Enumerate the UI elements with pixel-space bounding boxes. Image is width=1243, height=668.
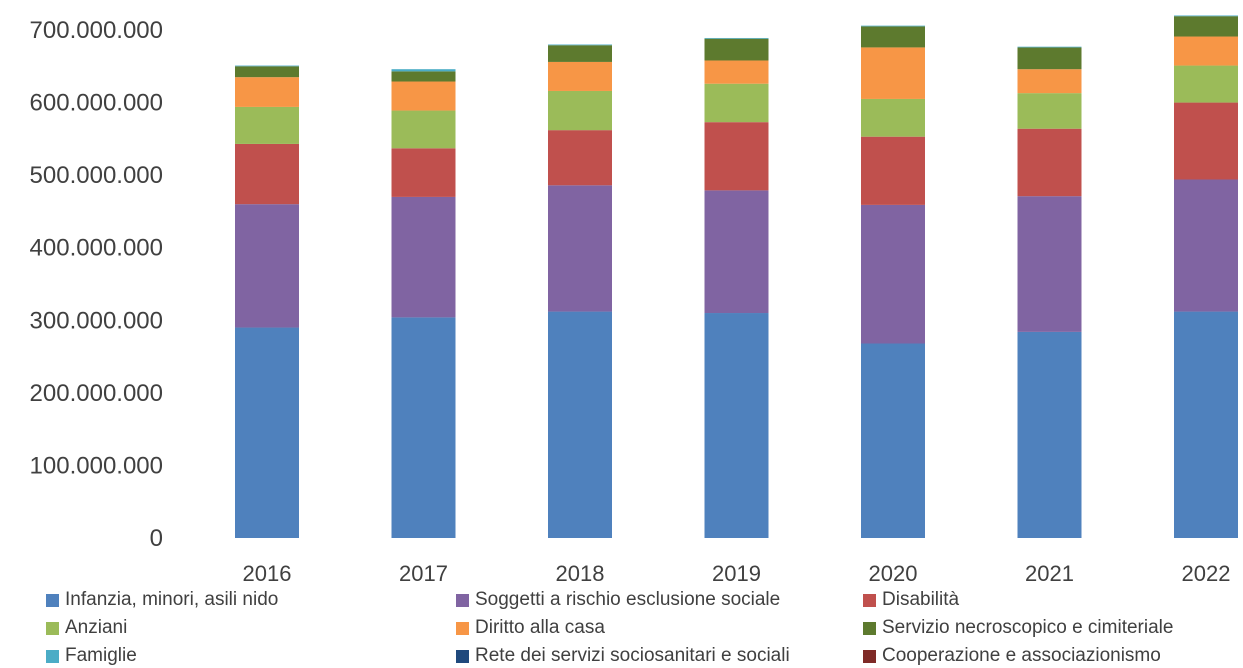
legend-label: Disabilità	[882, 589, 960, 610]
y-tick-label: 500.000.000	[30, 162, 163, 189]
y-axis: 0 100.000.000 200.000.000 300.000.000 400.00…	[30, 17, 163, 552]
bar-segment	[235, 327, 299, 538]
x-axis: 2016 2017 2018 2019 2020 2021 2022	[243, 561, 1231, 586]
bar-segment	[1174, 36, 1238, 66]
y-tick-label: 400.000.000	[30, 235, 163, 262]
bars	[235, 15, 1238, 538]
legend-item: Disabilità	[863, 588, 959, 612]
bar-segment	[704, 83, 769, 123]
bar-segment	[704, 313, 769, 538]
bar-segment	[548, 90, 612, 131]
legend-item: Anziani	[46, 616, 127, 640]
bar-segment	[235, 143, 299, 205]
legend-item: Famiglie	[46, 644, 137, 668]
legend-label: Famiglie	[65, 645, 137, 666]
bar-segment	[1017, 196, 1082, 332]
legend-swatch	[863, 593, 876, 607]
bar-segment	[861, 98, 925, 137]
bar-segment	[1017, 331, 1082, 538]
legend-label: Soggetti a rischio esclusione sociale	[475, 589, 781, 610]
bar-segment	[704, 190, 769, 314]
bar-segment	[391, 110, 456, 149]
bar-segment	[861, 343, 925, 538]
legend-label: Anziani	[65, 617, 128, 638]
x-tick-label: 2019	[712, 561, 761, 586]
bar-segment	[861, 25, 925, 27]
x-tick-label: 2021	[1025, 561, 1074, 586]
legend-label: Infanzia, minori, asili nido	[65, 589, 279, 610]
y-tick-label: 0	[150, 525, 163, 552]
bar-segment	[1174, 65, 1238, 103]
bar-segment	[1017, 128, 1082, 197]
bar-segment	[548, 185, 612, 312]
bar-segment	[1174, 16, 1238, 37]
bar-segment	[1174, 15, 1238, 17]
bar-segment	[235, 106, 299, 144]
legend-label: Servizio necroscopico e cimiteriale	[882, 617, 1174, 638]
bar-segment	[861, 136, 925, 205]
bar-segment	[391, 81, 456, 111]
legend-swatch	[46, 593, 59, 607]
bar-segment	[391, 71, 456, 82]
bar-segment	[548, 45, 612, 62]
legend-swatch	[456, 593, 469, 607]
legend-item: Servizio necroscopico e cimiteriale	[863, 616, 1173, 640]
y-tick-label: 100.000.000	[30, 452, 163, 479]
x-tick-label: 2016	[243, 561, 292, 586]
bar-segment	[704, 37, 769, 39]
x-tick-label: 2022	[1182, 561, 1231, 586]
bar-segment	[235, 65, 299, 67]
bar-segment	[391, 196, 456, 318]
bar-segment	[1017, 69, 1082, 94]
bar-segment	[391, 148, 456, 197]
legend-item: Infanzia, minori, asili nido	[46, 588, 278, 612]
y-tick-label: 200.000.000	[30, 380, 163, 407]
bar-segment	[548, 44, 612, 46]
bar-segment	[704, 122, 769, 191]
bar-segment	[235, 204, 299, 328]
bar-segment	[1017, 47, 1082, 70]
bar-segment	[861, 47, 925, 99]
legend-item: Diritto alla casa	[456, 616, 605, 640]
y-tick-label: 300.000.000	[30, 307, 163, 334]
legend-item: Cooperazione e associazionismo	[863, 644, 1161, 668]
legend-swatch	[46, 649, 59, 663]
legend-item: Rete dei servizi sociosanitari e sociali	[456, 644, 790, 668]
bar-segment	[1174, 179, 1238, 312]
bar-segment	[704, 60, 769, 84]
legend-label: Diritto alla casa	[475, 617, 605, 638]
y-tick-label: 700.000.000	[30, 17, 163, 44]
legend-swatch	[456, 621, 469, 635]
legend-swatch	[46, 621, 59, 635]
bar-segment	[1174, 311, 1238, 538]
bar-segment	[548, 311, 612, 538]
bar-segment	[235, 77, 299, 107]
legend-label: Cooperazione e associazionismo	[882, 645, 1161, 666]
bar-segment	[1017, 46, 1082, 48]
chart-plot: 0 100.000.000 200.000.000 300.000.000 400.00…	[30, 15, 1238, 586]
bar-segment	[704, 38, 769, 61]
x-tick-label: 2018	[556, 561, 605, 586]
bar-segment	[861, 26, 925, 48]
legend-label: Rete dei servizi sociosanitari e sociali	[475, 645, 790, 666]
x-tick-label: 2017	[399, 561, 448, 586]
bar-segment	[391, 317, 456, 538]
bar-segment	[548, 61, 612, 91]
bar-segment	[1017, 93, 1082, 129]
legend-swatch	[456, 649, 469, 663]
bar-segment	[235, 66, 299, 78]
bar-segment	[861, 204, 925, 344]
bar-segment	[391, 69, 456, 72]
x-tick-label: 2020	[869, 561, 918, 586]
bar-segment	[548, 130, 612, 186]
legend-item: Soggetti a rischio esclusione sociale	[456, 588, 780, 612]
legend-swatch	[863, 621, 876, 635]
y-tick-label: 600.000.000	[30, 90, 163, 117]
bar-segment	[1174, 102, 1238, 180]
legend-swatch	[863, 649, 876, 663]
